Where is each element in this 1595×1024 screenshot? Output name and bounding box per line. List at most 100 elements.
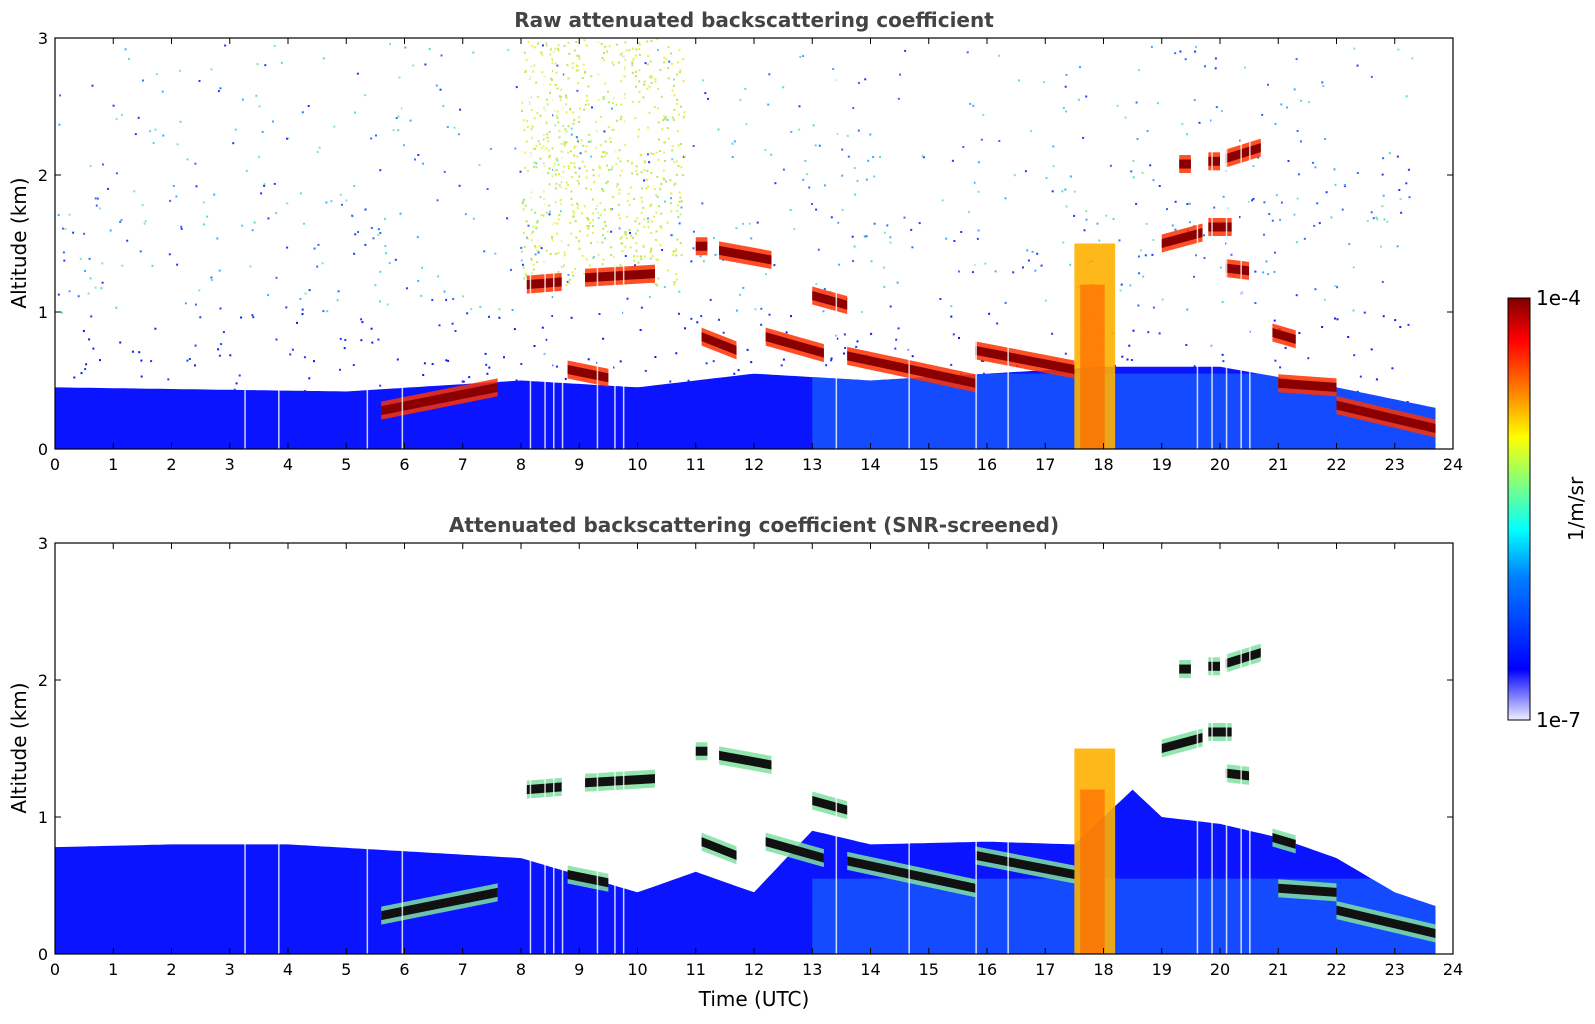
- noise-speck: [534, 148, 537, 151]
- noise-speck: [533, 161, 536, 164]
- noise-speck: [1213, 206, 1216, 209]
- noise-speck: [980, 138, 983, 141]
- aerosol-layer: [847, 856, 976, 893]
- noise-speck: [353, 252, 356, 255]
- noise-speck: [601, 57, 604, 59]
- noise-speck: [198, 80, 201, 82]
- noise-speck: [255, 94, 258, 97]
- noise-speck: [275, 276, 278, 279]
- x-tick-label: 0: [50, 455, 60, 474]
- noise-speck: [670, 202, 672, 205]
- noise-speck: [1064, 352, 1067, 355]
- noise-speck: [838, 263, 841, 266]
- noise-speck: [548, 210, 551, 213]
- noise-speck: [532, 268, 535, 271]
- noise-speck: [220, 343, 223, 346]
- aerosol-layer: [975, 345, 1075, 375]
- noise-speck: [563, 251, 566, 254]
- noise-speck: [568, 282, 571, 284]
- noise-speck: [219, 307, 222, 310]
- noise-speck: [371, 341, 374, 344]
- noise-speck: [1181, 123, 1184, 126]
- noise-speck: [1298, 173, 1300, 176]
- noise-speck: [535, 81, 538, 84]
- noise-speck: [272, 120, 274, 123]
- noise-speck: [285, 306, 288, 309]
- noise-speck: [671, 149, 674, 152]
- noise-speck: [379, 300, 381, 303]
- noise-speck: [646, 63, 649, 66]
- noise-speck: [1381, 173, 1384, 176]
- x-tick-label: 5: [341, 455, 351, 474]
- noise-speck: [679, 143, 682, 145]
- noise-speck: [558, 95, 561, 98]
- noise-speck: [1132, 329, 1135, 332]
- noise-speck: [506, 217, 509, 220]
- noise-speck: [377, 338, 380, 341]
- noise-speck: [1279, 366, 1282, 369]
- noise-speck: [198, 289, 201, 292]
- noise-speck: [101, 281, 104, 284]
- noise-speck: [540, 51, 543, 54]
- noise-speck: [521, 101, 524, 104]
- noise-speck: [567, 165, 570, 167]
- noise-speck: [572, 111, 575, 114]
- noise-speck: [536, 221, 539, 224]
- noise-speck: [889, 241, 892, 244]
- noise-speck: [1274, 122, 1277, 125]
- noise-speck: [454, 330, 457, 332]
- noise-speck: [589, 221, 592, 224]
- noise-speck: [681, 174, 684, 177]
- noise-speck: [843, 333, 846, 336]
- noise-speck: [560, 202, 563, 205]
- noise-speck: [620, 80, 623, 83]
- noise-speck: [57, 293, 60, 296]
- noise-speck: [235, 382, 238, 385]
- noise-speck: [503, 356, 505, 359]
- noise-speck: [120, 218, 123, 221]
- noise-speck: [1166, 208, 1168, 211]
- noise-speck: [663, 56, 666, 59]
- noise-speck: [604, 151, 606, 154]
- noise-speck: [671, 116, 674, 119]
- noise-speck: [1399, 198, 1402, 201]
- noise-speck: [384, 245, 387, 247]
- noise-speck: [462, 380, 465, 383]
- noise-speck: [638, 48, 641, 50]
- noise-speck: [648, 76, 651, 78]
- noise-speck: [637, 128, 640, 131]
- noise-speck: [654, 78, 657, 81]
- noise-speck: [647, 126, 650, 129]
- noise-speck: [547, 172, 550, 175]
- noise-speck: [666, 221, 669, 224]
- noise-speck: [611, 107, 613, 110]
- noise-speck: [1388, 152, 1391, 155]
- noise-speck: [617, 213, 620, 216]
- noise-speck: [556, 159, 559, 162]
- noise-speck: [567, 184, 569, 186]
- noise-speck: [682, 116, 685, 119]
- noise-speck: [863, 235, 866, 238]
- noise-speck: [618, 192, 621, 195]
- noise-speck: [524, 272, 527, 275]
- noise-speck: [175, 195, 178, 198]
- noise-speck: [1239, 139, 1242, 142]
- noise-speck: [585, 169, 588, 172]
- noise-speck: [631, 71, 634, 74]
- noise-speck: [587, 103, 590, 106]
- noise-speck: [510, 268, 512, 271]
- noise-speck: [662, 119, 665, 122]
- noise-speck: [626, 297, 629, 300]
- noise-speck: [273, 182, 276, 185]
- noise-speck: [1287, 160, 1290, 162]
- noise-speck: [960, 231, 963, 233]
- noise-speck: [624, 231, 627, 233]
- noise-speck: [675, 352, 678, 355]
- noise-speck: [869, 133, 872, 136]
- noise-speck: [360, 339, 363, 342]
- noise-speck: [911, 246, 914, 249]
- noise-speck: [649, 251, 652, 254]
- noise-speck: [567, 77, 570, 80]
- noise-speck: [671, 145, 674, 148]
- noise-speck: [1096, 222, 1099, 225]
